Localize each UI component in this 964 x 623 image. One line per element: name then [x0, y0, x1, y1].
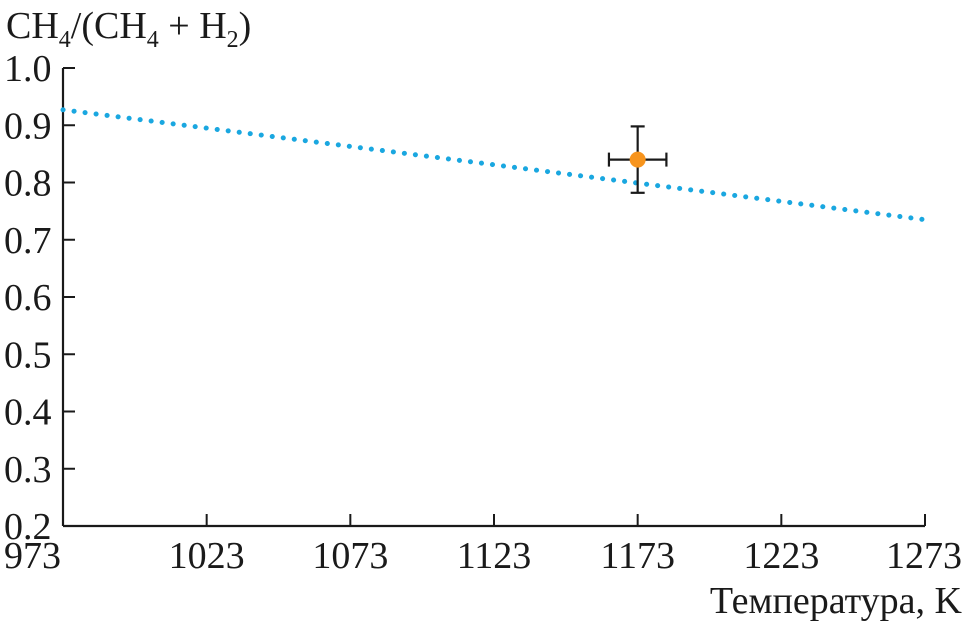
y-tick-label: 0.6: [4, 277, 52, 319]
y-tick-label: 0.5: [4, 334, 52, 376]
x-tick-label: 973: [4, 535, 61, 577]
y-tick-label: 0.7: [4, 220, 52, 262]
y-tick-label: 1.0: [4, 48, 52, 90]
x-tick-label: 1223: [743, 535, 819, 577]
x-tick-label: 1173: [600, 535, 675, 577]
y-tick-label: 0.8: [4, 163, 52, 205]
x-axis-title: Температура, K: [710, 580, 963, 622]
data-point: [629, 151, 646, 168]
x-axis-ticks: 973 1023 1073 1123 1173 1223 1273: [4, 514, 962, 577]
x-tick-label: 1273: [886, 535, 962, 577]
y-tick-label: 0.4: [4, 392, 52, 434]
plot-area: [60, 107, 928, 223]
y-tick-label: 0.9: [4, 105, 52, 147]
y-axis-ticks: 0.2 0.3 0.4 0.5 0.6 0.7 0.8 0.9 1.0: [4, 48, 75, 548]
x-tick-label: 1123: [457, 535, 532, 577]
y-tick-label: 0.3: [4, 449, 52, 491]
y-tick-label: 0.2: [4, 506, 52, 548]
series-line: [60, 107, 928, 223]
y-axis-title: CH4/(CH4 + H2): [6, 5, 251, 53]
x-tick-label: 1023: [169, 535, 245, 577]
x-tick-label: 1073: [312, 535, 388, 577]
